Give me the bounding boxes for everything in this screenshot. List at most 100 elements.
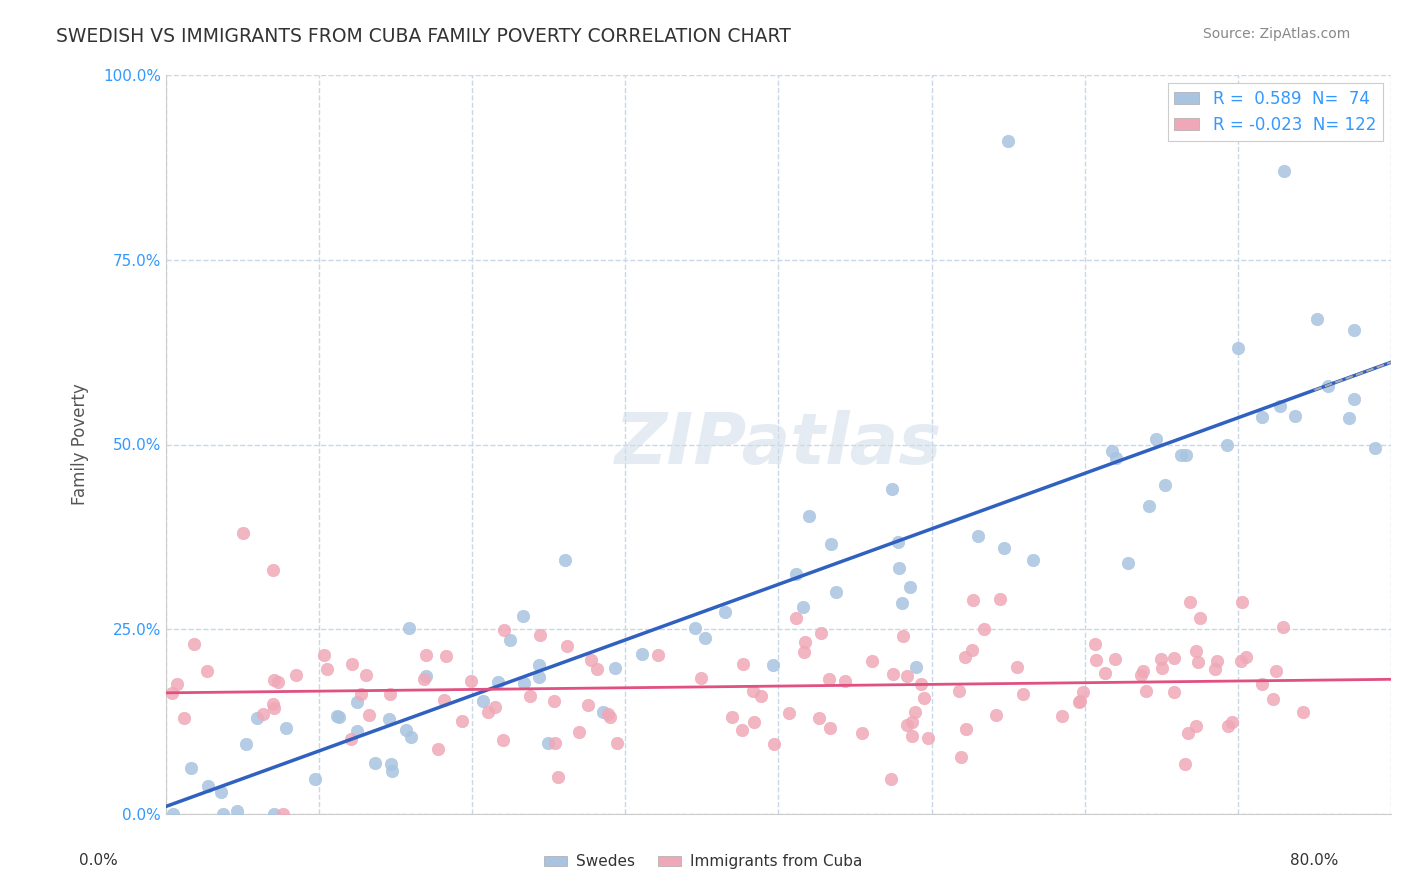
Text: 0.0%: 0.0% bbox=[79, 854, 118, 868]
Point bbox=[354, 667, 377, 681]
Point bbox=[731, 723, 754, 737]
Point bbox=[966, 529, 988, 543]
Text: SWEDISH VS IMMIGRANTS FROM CUBA FAMILY POVERTY CORRELATION CHART: SWEDISH VS IMMIGRANTS FROM CUBA FAMILY P… bbox=[56, 27, 792, 45]
Point bbox=[1154, 478, 1177, 492]
Point bbox=[263, 673, 285, 687]
Point bbox=[312, 648, 335, 663]
Point bbox=[460, 673, 482, 688]
Point bbox=[713, 605, 735, 619]
Point bbox=[818, 721, 841, 735]
Point bbox=[1174, 448, 1197, 462]
Point bbox=[891, 596, 914, 610]
Point bbox=[1163, 685, 1185, 699]
Point bbox=[1272, 620, 1295, 634]
Point bbox=[910, 676, 932, 690]
Point bbox=[262, 563, 284, 577]
Point bbox=[1343, 323, 1365, 337]
Point bbox=[173, 711, 195, 725]
Text: ZIPatlas: ZIPatlas bbox=[614, 410, 942, 479]
Point bbox=[527, 658, 550, 673]
Point bbox=[984, 708, 1007, 723]
Point bbox=[851, 725, 873, 739]
Point bbox=[960, 643, 983, 657]
Point bbox=[1265, 664, 1288, 678]
Text: Source: ZipAtlas.com: Source: ZipAtlas.com bbox=[1202, 27, 1350, 41]
Point bbox=[271, 807, 294, 822]
Point bbox=[778, 706, 800, 720]
Point bbox=[1132, 665, 1154, 679]
Point bbox=[1012, 687, 1035, 701]
Point bbox=[834, 673, 856, 688]
Point bbox=[912, 690, 935, 705]
Point bbox=[904, 705, 927, 719]
Point bbox=[246, 711, 269, 725]
Point bbox=[973, 623, 995, 637]
Point bbox=[962, 593, 984, 607]
Point bbox=[887, 535, 910, 549]
Point bbox=[1226, 341, 1249, 355]
Point bbox=[592, 706, 614, 720]
Point bbox=[997, 134, 1019, 148]
Point bbox=[1163, 651, 1185, 665]
Point bbox=[399, 731, 422, 745]
Point bbox=[529, 628, 551, 642]
Point bbox=[555, 640, 578, 654]
Point bbox=[1205, 654, 1227, 668]
Point bbox=[499, 632, 522, 647]
Point bbox=[824, 584, 846, 599]
Point bbox=[252, 707, 274, 722]
Point bbox=[568, 725, 591, 739]
Point bbox=[350, 687, 373, 701]
Point bbox=[1085, 653, 1108, 667]
Point bbox=[807, 710, 830, 724]
Point bbox=[1317, 379, 1340, 393]
Point bbox=[339, 732, 361, 747]
Point bbox=[1284, 409, 1306, 423]
Point bbox=[412, 673, 434, 687]
Point bbox=[1104, 652, 1126, 666]
Point bbox=[380, 687, 402, 701]
Point bbox=[162, 807, 184, 822]
Point bbox=[359, 708, 381, 723]
Point bbox=[955, 650, 977, 665]
Point bbox=[817, 672, 839, 686]
Point bbox=[1364, 442, 1386, 456]
Point bbox=[195, 664, 218, 678]
Point bbox=[1268, 399, 1291, 413]
Point bbox=[1069, 694, 1091, 708]
Point bbox=[1185, 644, 1208, 658]
Text: 80.0%: 80.0% bbox=[1291, 854, 1339, 868]
Point bbox=[304, 772, 326, 787]
Point bbox=[603, 661, 626, 675]
Point bbox=[1250, 677, 1272, 691]
Legend: Swedes, Immigrants from Cuba: Swedes, Immigrants from Cuba bbox=[537, 848, 869, 875]
Point bbox=[197, 779, 219, 793]
Point bbox=[1204, 662, 1226, 676]
Point bbox=[537, 736, 560, 750]
Point bbox=[415, 669, 437, 683]
Point bbox=[898, 580, 921, 594]
Point bbox=[512, 609, 534, 624]
Point bbox=[882, 667, 904, 681]
Point bbox=[1084, 637, 1107, 651]
Point bbox=[433, 693, 456, 707]
Point bbox=[1216, 719, 1239, 733]
Point bbox=[285, 668, 308, 682]
Point bbox=[1174, 756, 1197, 771]
Point bbox=[576, 698, 599, 712]
Point bbox=[381, 764, 404, 778]
Point bbox=[785, 611, 807, 625]
Point bbox=[315, 662, 337, 676]
Point bbox=[519, 689, 541, 703]
Point bbox=[451, 714, 474, 728]
Point bbox=[889, 560, 911, 574]
Point bbox=[1230, 654, 1253, 668]
Point bbox=[232, 526, 254, 541]
Point bbox=[896, 717, 918, 731]
Point bbox=[1180, 595, 1202, 609]
Point bbox=[1216, 438, 1239, 452]
Point bbox=[477, 705, 499, 719]
Point bbox=[794, 635, 817, 649]
Point bbox=[513, 676, 536, 690]
Point bbox=[733, 657, 755, 671]
